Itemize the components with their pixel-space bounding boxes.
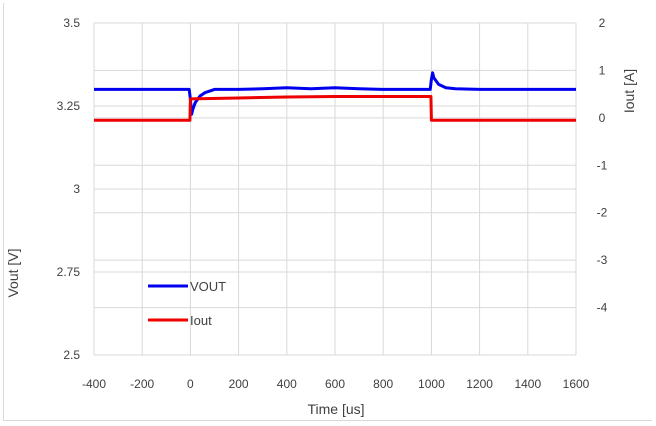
grid bbox=[93, 22, 577, 356]
x-tick-label: 1400 bbox=[514, 377, 541, 391]
legend-label-vout: VOUT bbox=[190, 279, 226, 294]
legend-label-iout: Iout bbox=[190, 313, 212, 328]
y-left-tick-labels: 2.5 2.75 3 3.25 3.5 bbox=[57, 16, 81, 362]
y-right-tick-label: -2 bbox=[597, 206, 608, 220]
x-tick-label: 1000 bbox=[418, 377, 445, 391]
series-layer bbox=[94, 71, 576, 122]
chart: -400 -200 0 200 400 600 800 1000 1200 1400 1600 2.… bbox=[5, 16, 637, 417]
y-right-tick-label: -3 bbox=[597, 253, 608, 267]
y-left-tick-label: 2.5 bbox=[63, 348, 80, 362]
y-right-tick-label: 2 bbox=[599, 16, 606, 30]
y-right-axis-title: Iout [A] bbox=[621, 69, 637, 113]
series-line-iout bbox=[94, 95, 576, 122]
y-right-tick-label: 0 bbox=[599, 111, 606, 125]
x-tick-label: 0 bbox=[187, 377, 194, 391]
x-tick-label: 1200 bbox=[466, 377, 493, 391]
y-left-tick-label: 3.25 bbox=[57, 99, 81, 113]
y-left-tick-label: 3.5 bbox=[63, 16, 80, 30]
y-left-axis-title: Vout [V] bbox=[5, 248, 21, 297]
x-tick-label: -400 bbox=[82, 377, 106, 391]
x-tick-labels: -400 -200 0 200 400 600 800 1000 1200 1400 1600 bbox=[82, 377, 590, 391]
x-tick-label: 1600 bbox=[563, 377, 590, 391]
y-right-tick-label: -1 bbox=[597, 158, 608, 172]
chart-frame: -400 -200 0 200 400 600 800 1000 1200 1400 1600 2.… bbox=[3, 3, 652, 421]
x-axis-title: Time [us] bbox=[307, 401, 364, 417]
y-left-tick-label: 2.75 bbox=[57, 265, 81, 279]
x-tick-label: 600 bbox=[325, 377, 345, 391]
x-tick-label: 800 bbox=[373, 377, 393, 391]
legend: VOUT Iout bbox=[148, 279, 226, 328]
x-tick-label: 400 bbox=[277, 377, 297, 391]
y-right-tick-label: -4 bbox=[597, 301, 608, 315]
y-left-tick-label: 3 bbox=[73, 182, 80, 196]
x-tick-label: -200 bbox=[130, 377, 154, 391]
x-tick-label: 200 bbox=[229, 377, 249, 391]
y-right-tick-label: 1 bbox=[599, 63, 606, 77]
y-right-tick-labels: -4 -3 -2 -1 0 1 2 bbox=[597, 16, 608, 315]
